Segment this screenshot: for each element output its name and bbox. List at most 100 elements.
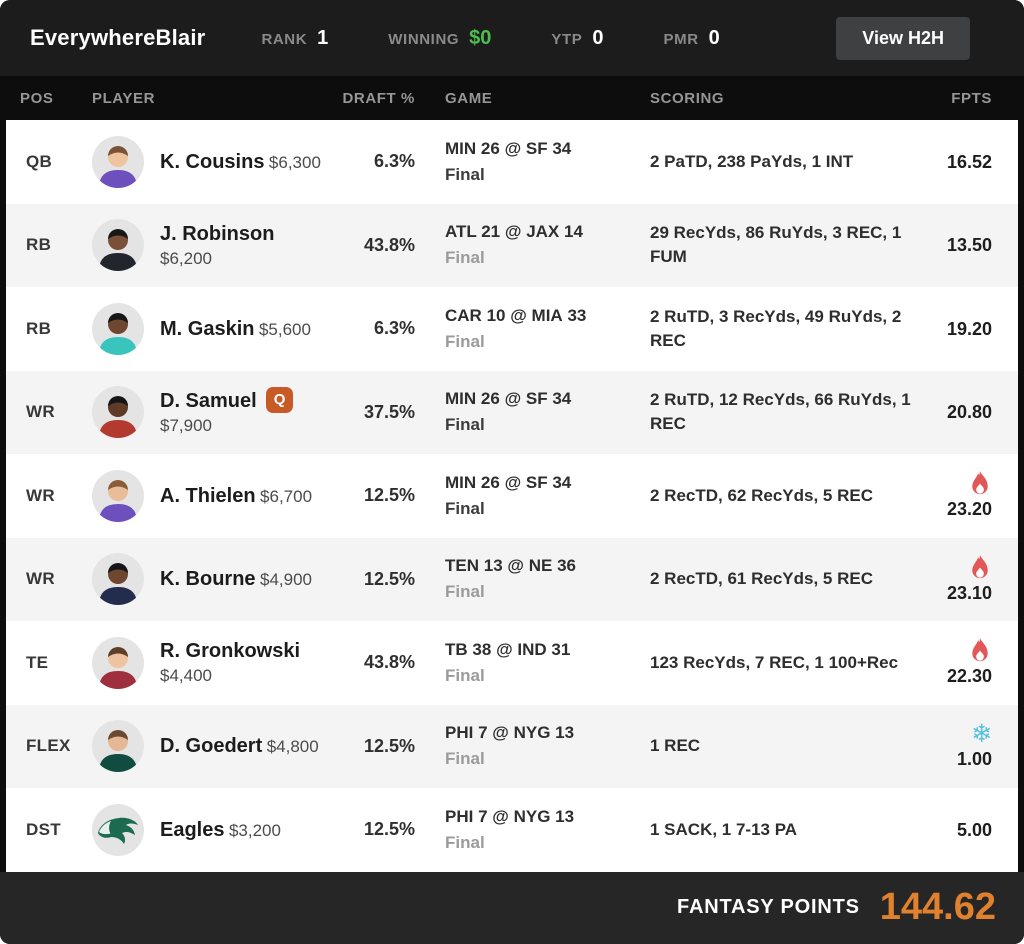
player-name: D. Goedert — [160, 735, 262, 757]
player-avatar — [92, 469, 144, 522]
fpts-value: 23.10 — [946, 582, 992, 603]
player-row[interactable]: RB M. Gaskin $5,600 — [6, 287, 1018, 371]
player-name-text: K. Cousins — [160, 150, 265, 173]
away-team: CAR — [445, 305, 482, 325]
player-row[interactable]: WR D. Samuel Q $7,900 — [6, 370, 1018, 454]
player-cell: D. Samuel Q $7,900 — [92, 386, 327, 439]
away-score: 10 — [486, 305, 506, 325]
fpts-cell: ❄ 20.80 — [940, 400, 992, 424]
scoring-summary: 1 REC — [650, 736, 701, 756]
fpts-cell: ❄ 23.20 — [940, 470, 992, 521]
stat-pmr-value: 0 — [708, 26, 720, 49]
player-row[interactable]: WR K. Bourne $4,900 — [6, 537, 1018, 621]
home-team: SF — [525, 389, 548, 409]
stat-rank: RANK 1 — [261, 27, 328, 50]
draft-percentage: 37.5% — [363, 401, 415, 422]
away-team: MIN — [445, 389, 477, 409]
scoring-summary: 2 RecTD, 62 RecYds, 5 REC — [650, 485, 873, 505]
scoring-summary: 123 RecYds, 7 REC, 1 100+Rec — [650, 652, 899, 672]
player-avatar — [92, 302, 144, 355]
home-score: 34 — [552, 472, 572, 492]
away-score: 21 — [481, 222, 501, 242]
player-salary: $7,900 — [160, 416, 212, 436]
player-name: K. Cousins — [160, 151, 264, 173]
away-score: 13 — [483, 556, 503, 576]
home-score: 13 — [555, 723, 575, 743]
player-salary: $6,300 — [268, 152, 321, 172]
fire-icon — [972, 554, 988, 578]
scoring-summary: 2 RuTD, 12 RecYds, 66 RuYds, 1 REC — [650, 390, 911, 434]
player-headshot-icon — [99, 730, 137, 773]
player-row[interactable]: FLEX D. Goedert $4,800 — [6, 704, 1018, 788]
injury-status-badge: Q — [265, 387, 294, 414]
stat-rank-label: RANK — [261, 30, 308, 48]
away-score: 38 — [472, 639, 492, 659]
away-team: ATL — [445, 222, 477, 242]
game-status: Final — [445, 582, 485, 602]
player-row[interactable]: QB K. Cousins $6,300 — [6, 120, 1018, 204]
game-score-line: TEN 13 @ NE 36 — [445, 556, 576, 575]
position-label: WR — [26, 485, 55, 505]
away-team: PHI — [445, 806, 474, 826]
game-status: Final — [445, 832, 485, 852]
player-name-text: A. Thielen — [160, 484, 256, 507]
view-h2h-button[interactable]: View H2H — [836, 16, 970, 60]
position-label: RB — [26, 235, 52, 255]
draft-percentage: 6.3% — [373, 151, 415, 172]
scoring-summary: 2 RuTD, 3 RecYds, 49 RuYds, 2 REC — [650, 306, 902, 350]
position-label: QB — [26, 151, 53, 171]
column-fpts: FPTS — [951, 89, 992, 107]
player-name-text: J. Robinson — [160, 222, 275, 245]
at-symbol: @ — [504, 138, 522, 158]
game-cell: PHI 7 @ NYG 13 Final — [415, 720, 650, 772]
player-row[interactable]: RB J. Robinson $6,200 — [6, 203, 1018, 287]
game-cell: CAR 10 @ MIA 33 Final — [415, 303, 650, 355]
player-headshot-icon — [99, 479, 137, 522]
player-cell: K. Bourne $4,900 — [92, 553, 327, 606]
player-name: R. Gronkowski — [160, 640, 300, 662]
player-salary: $6,700 — [260, 486, 313, 506]
home-team: NYG — [513, 723, 551, 743]
away-score: 26 — [480, 138, 500, 158]
stat-ytp-value: 0 — [592, 26, 604, 49]
player-text: A. Thielen $6,700 — [160, 483, 312, 509]
fire-icon — [972, 638, 988, 662]
game-score-line: CAR 10 @ MIA 33 — [445, 306, 586, 325]
fpts-cell: ❄ 13.50 — [940, 233, 992, 257]
player-headshot-icon — [99, 396, 137, 439]
player-text: K. Bourne $4,900 — [160, 566, 312, 592]
position-label: RB — [26, 318, 52, 338]
draft-percentage: 12.5% — [363, 735, 415, 756]
player-cell: K. Cousins $6,300 — [92, 135, 327, 188]
home-team: IND — [517, 639, 547, 659]
player-text: D. Samuel Q $7,900 — [160, 387, 327, 437]
fpts-value: 1.00 — [956, 749, 992, 770]
at-symbol: @ — [507, 556, 524, 576]
game-score-line: MIN 26 @ SF 34 — [445, 473, 571, 492]
player-name-text: D. Goedert — [160, 735, 263, 758]
table-column-header: POS PLAYER DRAFT % GAME SCORING FPTS — [6, 76, 1018, 120]
game-status: Final — [445, 331, 485, 351]
player-salary: $5,600 — [258, 319, 311, 339]
column-draft-pct: DRAFT % — [342, 89, 415, 107]
away-team: TEN — [445, 556, 479, 576]
draft-percentage: 12.5% — [363, 819, 415, 840]
column-game: GAME — [445, 89, 493, 107]
fpts-cell: ❄ 22.30 — [940, 637, 992, 688]
home-team: MIA — [531, 305, 563, 325]
player-row[interactable]: DST Eagles $3,200 — [6, 788, 1018, 872]
column-player: PLAYER — [92, 89, 156, 107]
column-scoring: SCORING — [650, 89, 725, 107]
draft-percentage: 12.5% — [363, 485, 415, 506]
player-name-text: M. Gaskin — [160, 317, 255, 340]
home-score: 33 — [567, 305, 587, 325]
home-score: 13 — [555, 806, 575, 826]
player-row[interactable]: TE R. Gronkowski $4,400 — [6, 621, 1018, 705]
home-score: 34 — [552, 138, 572, 158]
player-row[interactable]: WR A. Thielen $6,700 — [6, 454, 1018, 538]
away-team: TB — [445, 639, 468, 659]
player-name-text: K. Bourne — [160, 568, 256, 591]
home-score: 36 — [557, 556, 576, 576]
game-cell: TEN 13 @ NE 36 Final — [415, 553, 650, 605]
player-text: R. Gronkowski $4,400 — [160, 638, 327, 687]
